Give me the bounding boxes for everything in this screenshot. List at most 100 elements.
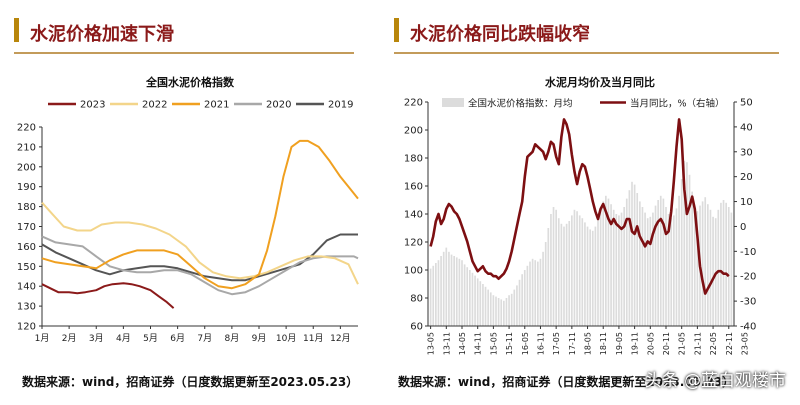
x-tick-label: 22-11 (725, 332, 734, 355)
header-accent-bar (14, 18, 19, 42)
price-bar (612, 209, 615, 326)
price-bar (458, 258, 461, 326)
price-bar (482, 284, 484, 326)
price-bar (505, 298, 508, 326)
x-tick-label: 15-05 (489, 332, 498, 355)
left-y-tick-label: 160 (404, 182, 423, 193)
price-bar (722, 200, 725, 326)
price-bar (432, 265, 435, 326)
price-bar (568, 221, 571, 326)
price-bar (646, 218, 649, 326)
price-bar (463, 264, 466, 326)
price-bar (492, 295, 495, 326)
price-bar (631, 181, 633, 326)
left-y-tick-label: 80 (410, 294, 423, 305)
right-y-tick-label: -30 (740, 297, 756, 308)
price-bar (636, 193, 639, 326)
series-line-2022 (41, 201, 359, 285)
price-bar (500, 299, 503, 326)
price-bar (680, 179, 683, 326)
y-tick-label: 170 (17, 222, 36, 233)
price-bar (633, 184, 636, 326)
x-tick-label: 1月 (35, 333, 50, 344)
right-y-tick-label: 0 (740, 222, 746, 233)
price-bar (618, 215, 620, 326)
right-y-tick-label: -20 (740, 272, 756, 283)
left-y-tick-label: 100 (404, 266, 423, 277)
price-bar (727, 207, 730, 326)
price-bar (450, 254, 453, 326)
price-bar (484, 286, 487, 326)
price-bar (510, 293, 513, 326)
price-bar (720, 202, 722, 326)
x-tick-label: 16-11 (536, 332, 545, 355)
y-tick-label: 220 (17, 123, 36, 134)
x-tick-label: 13-05 (427, 332, 436, 355)
price-bar (607, 198, 610, 326)
price-bar (691, 191, 693, 326)
price-bar (521, 274, 523, 326)
legend-label-2020: 2020 (266, 100, 291, 111)
price-bar (730, 212, 733, 326)
price-bar (688, 174, 691, 326)
price-bar (531, 258, 534, 326)
right-y-tick-label: 40 (740, 122, 753, 133)
x-tick-label: 10月 (276, 333, 296, 344)
price-bar (594, 226, 597, 326)
price-bar (615, 214, 618, 326)
left-y-tick-label: 60 (410, 322, 423, 333)
price-bar (539, 258, 542, 326)
x-tick-label: 6月 (170, 333, 185, 344)
price-bar (576, 211, 578, 326)
legend-bar-label: 全国水泥价格指数：月均 (468, 98, 573, 110)
price-bar (487, 289, 489, 326)
price-bar (518, 279, 521, 326)
price-bar (516, 285, 518, 326)
price-bar (623, 207, 625, 326)
right-y-tick-label: 20 (740, 172, 753, 183)
price-bar (476, 278, 479, 326)
price-bar (628, 190, 631, 326)
price-bar (599, 209, 602, 326)
y-tick-label: 140 (17, 282, 36, 293)
header-underline (394, 52, 779, 54)
y-tick-label: 120 (17, 322, 36, 333)
price-bar (489, 292, 492, 326)
x-tick-label: 19-05 (615, 332, 624, 355)
price-bar (639, 201, 641, 326)
price-bar (712, 216, 714, 326)
y-tick-label: 190 (17, 182, 36, 193)
price-bar (701, 201, 704, 326)
series-line-2020 (41, 235, 359, 296)
price-bar (652, 212, 654, 326)
series-line-2021 (41, 139, 359, 290)
x-tick-label: 17-11 (568, 332, 577, 355)
price-bar (717, 209, 720, 326)
price-bar (725, 202, 727, 326)
price-bar (649, 216, 652, 326)
price-bar (557, 218, 560, 326)
price-bar (667, 214, 670, 326)
price-bar (445, 247, 448, 326)
price-bar (474, 275, 476, 326)
price-bar (571, 215, 573, 326)
x-tick-label: 18-11 (599, 332, 608, 355)
price-bar (709, 209, 712, 326)
watermark: 头条 @蓝白观楼市 (644, 371, 786, 391)
right-y-tick-label: 50 (740, 98, 753, 109)
x-tick-label: 15-11 (505, 332, 514, 355)
left-y-tick-label: 220 (404, 98, 423, 109)
price-bar (542, 251, 544, 326)
price-bar (610, 204, 612, 326)
price-bar (704, 197, 707, 326)
y-tick-label: 180 (17, 202, 36, 213)
series-line-2019 (41, 233, 358, 282)
x-tick-label: 7月 (197, 333, 212, 344)
price-bar (686, 162, 688, 326)
legend-line-label: 当月同比，%（右轴） (630, 98, 725, 110)
price-bar (471, 272, 474, 326)
legend-label-2019: 2019 (328, 100, 353, 111)
price-bar (547, 228, 550, 326)
price-bar (573, 209, 576, 326)
monthly-price-yoy-chart: 60 80 100 120 140 160 180 200 220 -40 -30 -20 -10 0 10… (404, 98, 756, 356)
